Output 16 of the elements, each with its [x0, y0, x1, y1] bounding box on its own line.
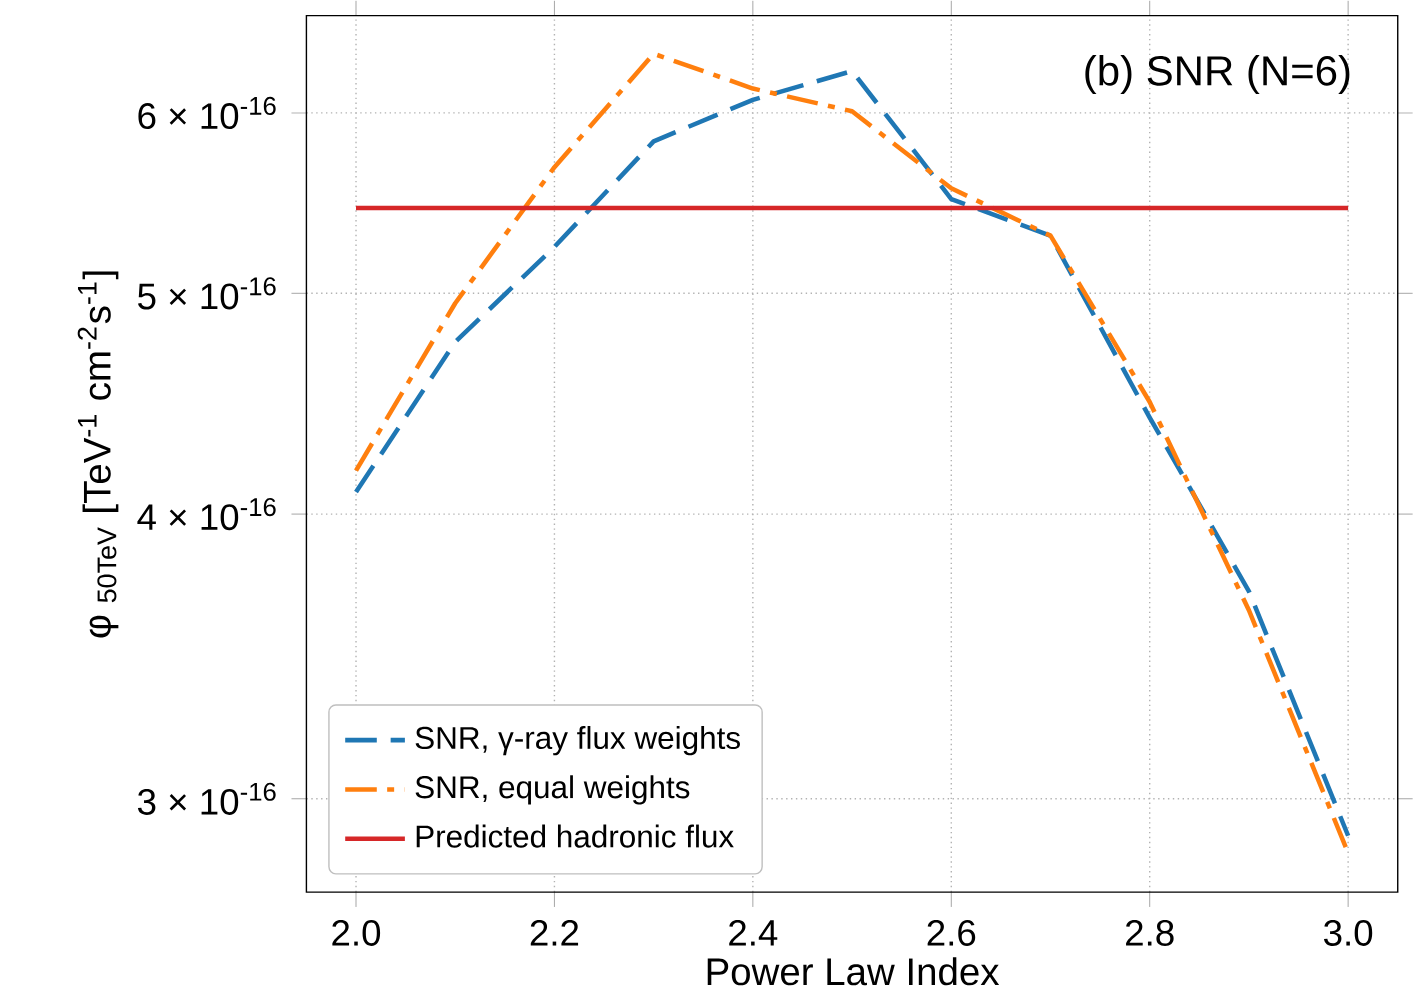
- x-tick-label: 2.0: [332, 919, 381, 946]
- x-tick-label: 3.0: [1323, 919, 1373, 946]
- y-tick-label: 4 × 10$^{-16}$: [137, 497, 276, 531]
- y-tick-label: 3 × 10$^{-16}$: [137, 782, 276, 815]
- y-tick-label: 5 × 10$^{-16}$: [138, 277, 276, 310]
- legend-label: Predicted hadronic flux: [416, 824, 734, 848]
- x-tick-label: 2.8: [1126, 919, 1174, 946]
- x-tick-label: 2.6: [927, 919, 976, 946]
- legend-label: SNR, γ-ray flux weights: [415, 725, 740, 756]
- legend-label: SNR, equal weights: [415, 775, 690, 805]
- x-axis-title: Power Law Index: [707, 957, 1000, 986]
- text: φ $_{50TeV}$ [TeV$^{-1}$ cm$^{-2}$s$^{-1}$]: [77, 271, 119, 638]
- x-tick-label: 2.2: [530, 919, 579, 946]
- x-tick-label: 2.4: [729, 919, 778, 946]
- y-tick-label: 6 × 10$^{-16}$: [138, 96, 276, 130]
- annotation: (b) SNR (N=6): [1085, 54, 1350, 94]
